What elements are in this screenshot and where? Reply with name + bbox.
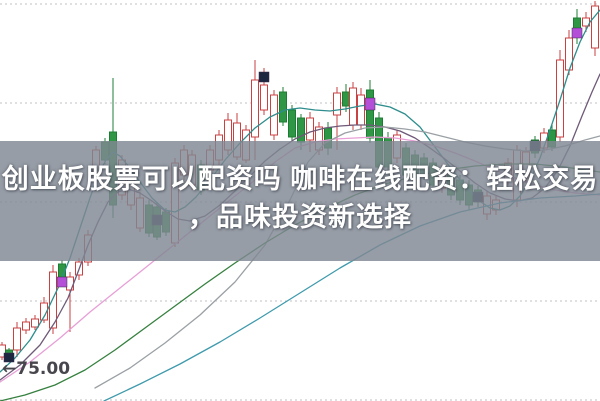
- candle-body: [22, 321, 30, 331]
- candle-body: [357, 94, 365, 126]
- candle-body: [251, 79, 259, 138]
- candle-body: [13, 327, 21, 351]
- headline-overlay-band: [0, 141, 600, 261]
- candle-body: [306, 117, 314, 141]
- trade-marker-navy: [258, 71, 270, 83]
- trade-marker-violet: [571, 27, 583, 39]
- candle-body: [366, 89, 374, 139]
- headline-line-2: ，品味投资新选择: [188, 202, 412, 232]
- price-marker-label: ←75.00: [2, 359, 71, 379]
- candle-body: [342, 91, 350, 107]
- candle-body: [49, 271, 57, 329]
- candle-body: [288, 109, 296, 138]
- candle-body: [31, 318, 39, 328]
- candle-body: [260, 84, 268, 111]
- trade-marker-violet: [364, 97, 376, 111]
- candle-body: [591, 5, 599, 49]
- trade-marker-navy: [3, 352, 15, 363]
- candle-body: [297, 117, 305, 143]
- trade-marker-violet: [56, 276, 68, 288]
- candle-body: [40, 302, 48, 321]
- candle-body: [333, 92, 341, 116]
- candle-body: [279, 91, 287, 123]
- headline-line-1: 创业板股票可以配资吗 咖啡在线配资：轻松交易: [1, 164, 599, 194]
